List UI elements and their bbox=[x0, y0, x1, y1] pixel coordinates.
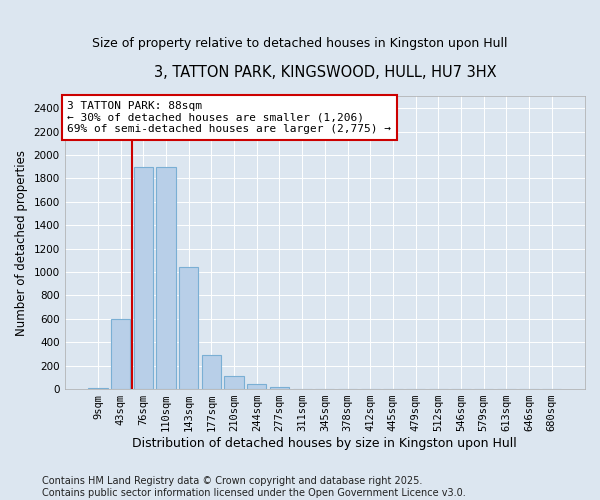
Bar bbox=[179, 268, 199, 389]
Y-axis label: Number of detached properties: Number of detached properties bbox=[15, 150, 28, 336]
Bar bbox=[270, 387, 289, 389]
Bar bbox=[157, 166, 176, 389]
Bar bbox=[247, 384, 266, 389]
Bar bbox=[134, 166, 153, 389]
Text: Size of property relative to detached houses in Kingston upon Hull: Size of property relative to detached ho… bbox=[92, 38, 508, 51]
Bar bbox=[224, 376, 244, 389]
Text: Contains HM Land Registry data © Crown copyright and database right 2025.
Contai: Contains HM Land Registry data © Crown c… bbox=[42, 476, 466, 498]
X-axis label: Distribution of detached houses by size in Kingston upon Hull: Distribution of detached houses by size … bbox=[133, 437, 517, 450]
Bar bbox=[111, 319, 130, 389]
Bar bbox=[202, 355, 221, 389]
Title: 3, TATTON PARK, KINGSWOOD, HULL, HU7 3HX: 3, TATTON PARK, KINGSWOOD, HULL, HU7 3HX bbox=[154, 65, 496, 80]
Text: 3 TATTON PARK: 88sqm
← 30% of detached houses are smaller (1,206)
69% of semi-de: 3 TATTON PARK: 88sqm ← 30% of detached h… bbox=[67, 101, 391, 134]
Bar bbox=[88, 388, 107, 389]
